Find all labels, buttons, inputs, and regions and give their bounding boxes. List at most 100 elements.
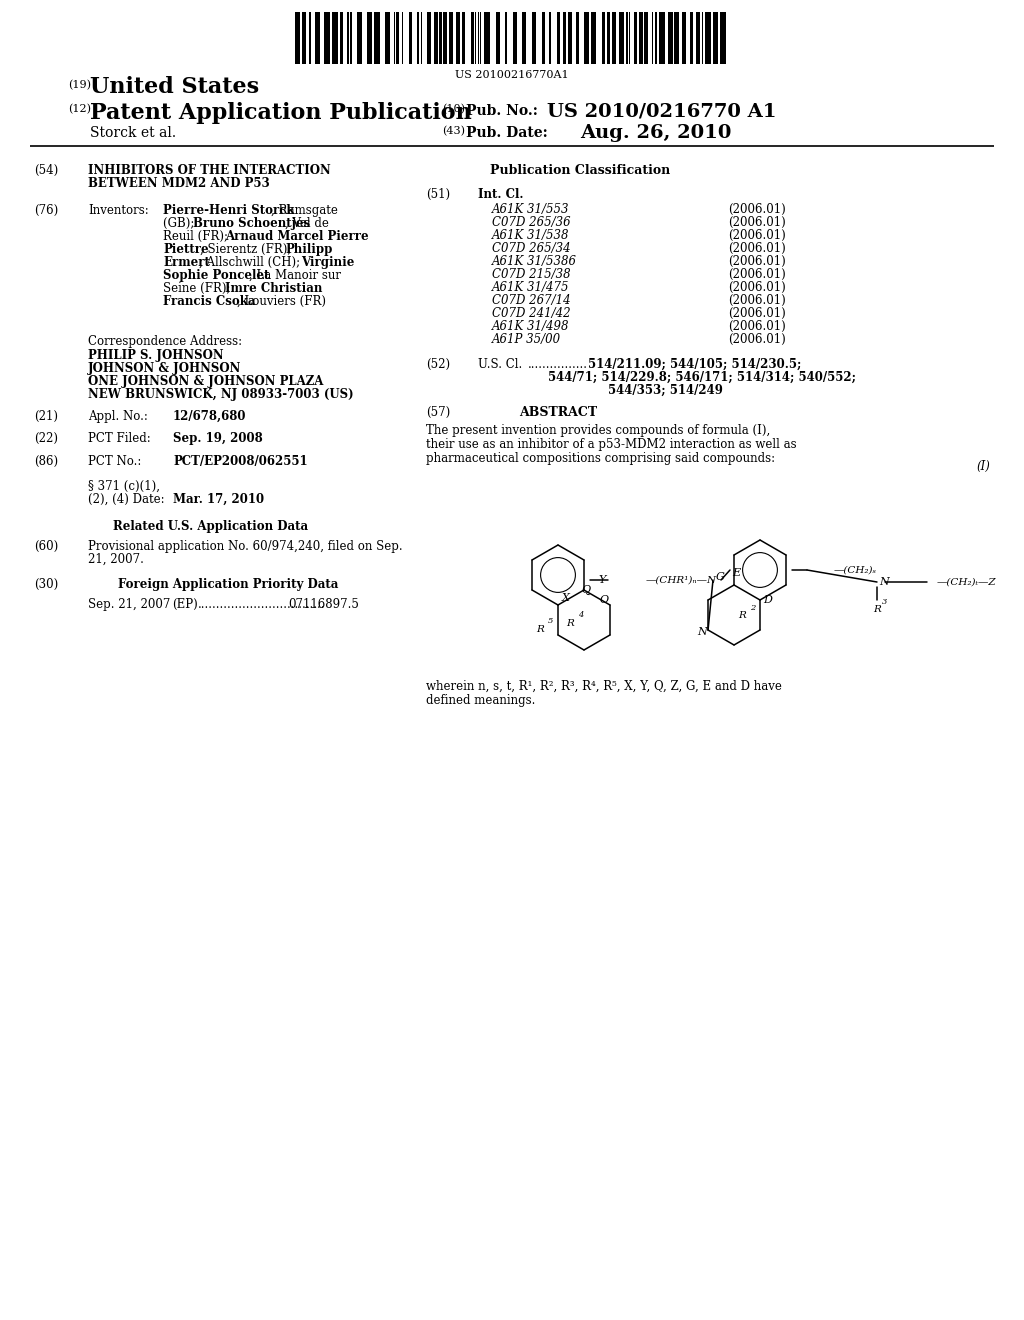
Text: 544/353; 514/249: 544/353; 514/249 <box>608 384 723 397</box>
Text: (2006.01): (2006.01) <box>728 319 785 333</box>
Text: Piettre: Piettre <box>163 243 209 256</box>
Text: —(CH₂)ₛ: —(CH₂)ₛ <box>834 565 877 574</box>
Text: Y: Y <box>598 576 605 585</box>
Bar <box>402 12 403 63</box>
Text: U.S. Cl.: U.S. Cl. <box>478 358 522 371</box>
Bar <box>394 12 395 63</box>
Bar <box>457 12 460 63</box>
Text: A61K 31/475: A61K 31/475 <box>492 281 569 294</box>
Text: (51): (51) <box>426 187 451 201</box>
Text: Appl. No.:: Appl. No.: <box>88 411 147 422</box>
Text: , Val de: , Val de <box>285 216 329 230</box>
Bar <box>368 12 372 63</box>
Text: (52): (52) <box>426 358 451 371</box>
Text: defined meanings.: defined meanings. <box>426 694 536 708</box>
Text: O: O <box>599 595 608 605</box>
Text: ................: ................ <box>528 358 588 371</box>
Text: , La Manoir sur: , La Manoir sur <box>249 269 341 282</box>
Text: Q: Q <box>582 585 591 595</box>
Text: 3: 3 <box>882 598 888 606</box>
Text: D: D <box>764 595 772 605</box>
Text: 12/678,680: 12/678,680 <box>173 411 247 422</box>
Text: 544/71; 514/229.8; 546/171; 514/314; 540/552;: 544/71; 514/229.8; 546/171; 514/314; 540… <box>548 371 856 384</box>
Text: (60): (60) <box>34 540 58 553</box>
Bar <box>696 12 699 63</box>
Text: Ermert: Ermert <box>163 256 210 269</box>
Bar <box>531 12 537 63</box>
Bar <box>644 12 648 63</box>
Text: N: N <box>697 627 707 638</box>
Bar <box>563 12 565 63</box>
Text: (54): (54) <box>34 164 58 177</box>
Text: wherein n, s, t, R¹, R², R³, R⁴, R⁵, X, Y, Q, Z, G, E and D have: wherein n, s, t, R¹, R², R³, R⁴, R⁵, X, … <box>426 680 782 693</box>
Bar <box>556 12 560 63</box>
Text: (2006.01): (2006.01) <box>728 255 785 268</box>
Text: (2006.01): (2006.01) <box>728 203 785 216</box>
Text: —(CHR¹)ₙ—N: —(CHR¹)ₙ—N <box>646 576 717 585</box>
Text: Provisional application No. 60/974,240, filed on Sep.: Provisional application No. 60/974,240, … <box>88 540 402 553</box>
Text: (2006.01): (2006.01) <box>728 242 785 255</box>
Text: their use as an inhibitor of a p53-MDM2 interaction as well as: their use as an inhibitor of a p53-MDM2 … <box>426 438 797 451</box>
Bar <box>513 12 517 63</box>
Text: PCT/EP2008/062551: PCT/EP2008/062551 <box>173 455 307 469</box>
Text: 514/211.09; 544/105; 514/230.5;: 514/211.09; 544/105; 514/230.5; <box>588 358 802 371</box>
Bar <box>706 12 711 63</box>
Text: (2006.01): (2006.01) <box>728 308 785 319</box>
Text: Pub. No.:: Pub. No.: <box>466 104 538 117</box>
Bar <box>575 12 580 63</box>
Bar <box>471 12 474 63</box>
Text: (EP): (EP) <box>172 598 198 611</box>
Text: R: R <box>566 619 573 627</box>
Bar <box>611 12 616 63</box>
Bar <box>607 12 609 63</box>
Text: Sophie Poncelet: Sophie Poncelet <box>163 269 269 282</box>
Text: Bruno Schoentjes: Bruno Schoentjes <box>193 216 310 230</box>
Text: Aug. 26, 2010: Aug. 26, 2010 <box>580 124 731 143</box>
Text: A61K 31/538: A61K 31/538 <box>492 228 569 242</box>
Text: (76): (76) <box>34 205 58 216</box>
Bar <box>484 12 490 63</box>
Text: The present invention provides compounds of formula (I),: The present invention provides compounds… <box>426 424 770 437</box>
Text: Pub. Date:: Pub. Date: <box>466 125 548 140</box>
Text: PCT No.:: PCT No.: <box>88 455 141 469</box>
Bar <box>433 12 438 63</box>
Bar <box>720 12 726 63</box>
Text: Patent Application Publication: Patent Application Publication <box>90 102 472 124</box>
Text: 4: 4 <box>578 611 584 619</box>
Bar <box>496 12 500 63</box>
Text: Publication Classification: Publication Classification <box>490 164 671 177</box>
Text: Related U.S. Application Data: Related U.S. Application Data <box>113 520 308 533</box>
Bar <box>427 12 431 63</box>
Bar <box>475 12 476 63</box>
Bar <box>396 12 398 63</box>
Bar <box>505 12 507 63</box>
Text: X: X <box>562 593 570 603</box>
Text: (I): (I) <box>976 459 990 473</box>
Text: E: E <box>732 568 740 578</box>
Text: 21, 2007.: 21, 2007. <box>88 553 144 566</box>
Bar <box>592 12 596 63</box>
Text: PHILIP S. JOHNSON: PHILIP S. JOHNSON <box>88 348 223 362</box>
Text: Virginie: Virginie <box>301 256 354 269</box>
Text: (2006.01): (2006.01) <box>728 268 785 281</box>
Text: —(CH₂)ₜ—Z: —(CH₂)ₜ—Z <box>937 578 996 586</box>
Text: (2006.01): (2006.01) <box>728 294 785 308</box>
Bar <box>689 12 693 63</box>
Bar <box>439 12 441 63</box>
Bar <box>618 12 625 63</box>
Text: Philipp: Philipp <box>285 243 333 256</box>
Bar <box>442 12 447 63</box>
Text: Pierre-Henri Storck: Pierre-Henri Storck <box>163 205 295 216</box>
Bar <box>350 12 352 63</box>
Text: Int. Cl.: Int. Cl. <box>478 187 523 201</box>
Text: 07116897.5: 07116897.5 <box>288 598 358 611</box>
Text: ABSTRACT: ABSTRACT <box>519 407 597 418</box>
Text: C07D 265/36: C07D 265/36 <box>492 216 570 228</box>
Text: US 20100216770A1: US 20100216770A1 <box>456 70 568 81</box>
Bar <box>340 12 343 63</box>
Text: R: R <box>738 611 745 620</box>
Text: N: N <box>879 577 889 587</box>
Text: A61K 31/553: A61K 31/553 <box>492 203 569 216</box>
Bar <box>542 12 545 63</box>
Text: (2006.01): (2006.01) <box>728 216 785 228</box>
